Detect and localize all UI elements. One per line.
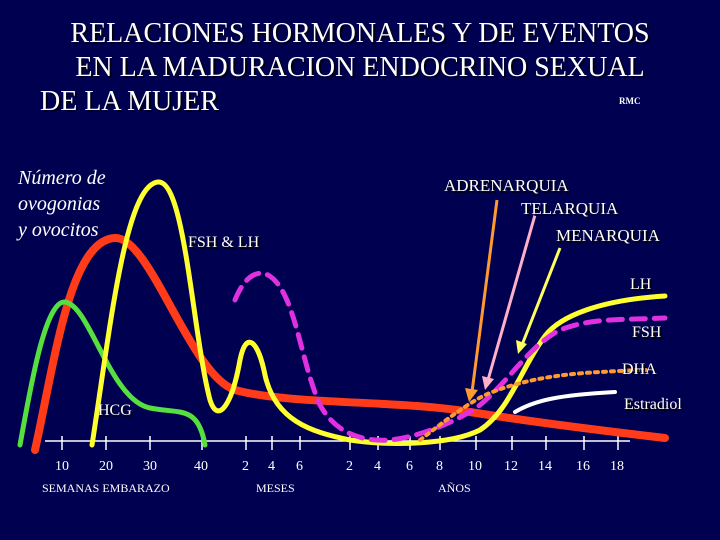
telarquia-arrow: [482, 214, 537, 390]
fsh-curve: [232, 270, 668, 443]
week-tick: 40: [194, 459, 208, 474]
lh-label: LH: [630, 276, 652, 293]
oocytes-label-line-1: Número de: [18, 167, 106, 189]
dha-curve: [418, 368, 652, 442]
author-tag: RMC: [619, 96, 641, 106]
fsh-lh-label: FSH & LH: [188, 234, 260, 251]
dha-label: DHA: [622, 361, 657, 378]
year-tick: 16: [576, 459, 590, 474]
month-tick: 4: [268, 459, 275, 474]
title-line-1: RELACIONES HORMONALES Y DE EVENTOS: [70, 18, 650, 49]
year-tick: 12: [504, 459, 518, 474]
menarquia-arrow: [516, 247, 562, 354]
hcg-curve: [17, 299, 208, 448]
week-tick: 30: [143, 459, 157, 474]
year-tick: 4: [374, 459, 381, 474]
weeks-axis-label: SEMANAS EMBARAZO: [42, 481, 170, 495]
year-tick: 6: [406, 459, 413, 474]
week-tick: 20: [99, 459, 113, 474]
fsh-lh-curve: [89, 179, 668, 448]
estradiol-curve: [513, 390, 617, 414]
month-tick: 2: [242, 459, 249, 474]
menarquia-label: MENARQUIA: [556, 226, 660, 245]
hcg-label: HCG: [98, 402, 132, 419]
estradiol-label: Estradiol: [624, 396, 682, 413]
telarquia-label: TELARQUIA: [521, 199, 619, 218]
week-tick: 10: [55, 459, 69, 474]
title-line-3: DE LA MUJER: [40, 86, 219, 117]
title-line-2: EN LA MADURACION ENDOCRINO SEXUAL: [75, 52, 645, 83]
adrenarquia-label: ADRENARQUIA: [444, 176, 569, 195]
month-tick: 6: [296, 459, 303, 474]
year-tick: 2: [346, 459, 353, 474]
year-tick: 14: [538, 459, 552, 474]
adrenarquia-arrow: [465, 199, 499, 402]
year-tick: 8: [436, 459, 443, 474]
year-tick: 10: [468, 459, 482, 474]
years-axis-label: AÑOS: [438, 481, 471, 495]
oocytes-label-line-3: y ovocitos: [18, 219, 99, 241]
oocytes-label-line-2: ovogonias: [18, 193, 101, 215]
months-axis-label: MESES: [256, 481, 295, 495]
year-tick: 18: [610, 459, 624, 474]
fsh-label: FSH: [632, 324, 662, 341]
